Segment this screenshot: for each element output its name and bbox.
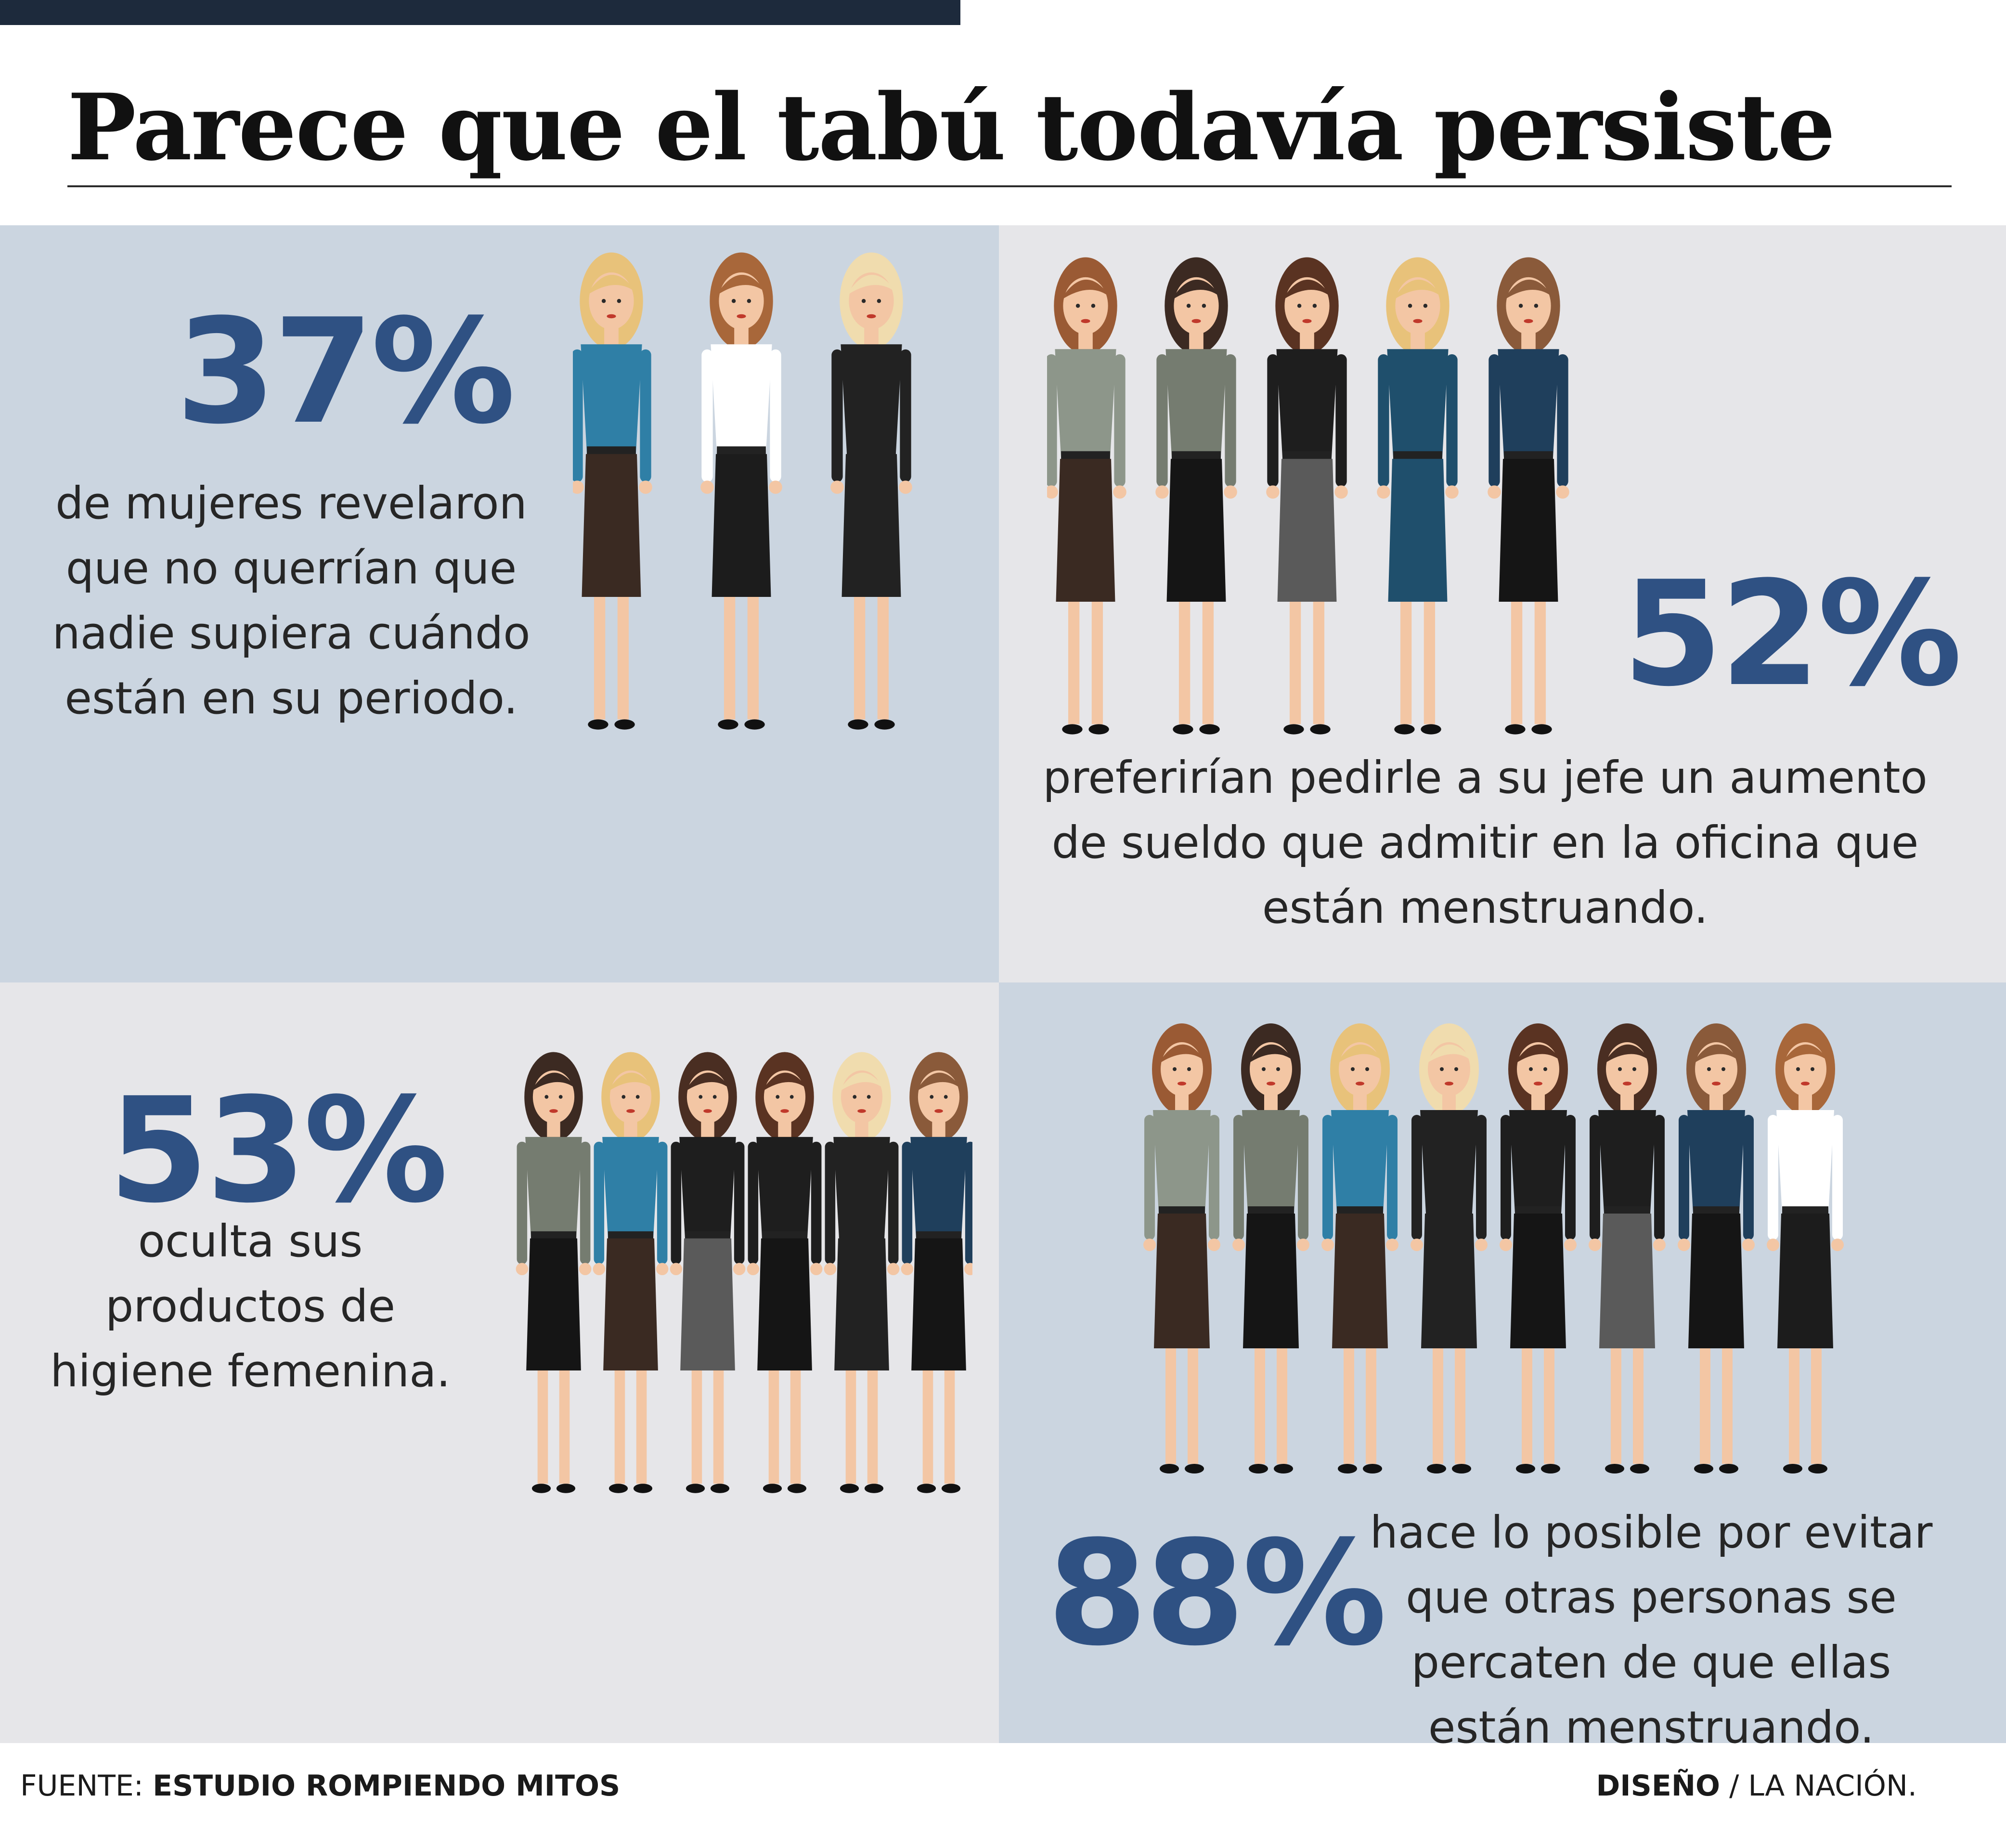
desc-line: preferirían pedirle a su jefe un aumento [1043,752,1928,803]
desc-line: oculta sus [138,1215,363,1267]
desc-line: están menstruando. [1262,882,1708,933]
woman-figure [1266,257,1348,735]
woman-figure [747,1052,823,1493]
women-group-illustration [1143,1023,1844,1473]
women-group-illustration [516,1052,972,1493]
stat-value: 37% [176,288,516,456]
stat-value: 88% [1047,1510,1387,1678]
woman-figure [824,1052,900,1493]
desc-line: productos de [105,1280,396,1332]
stat-description: preferirían pedirle a su jefe un aumento… [1028,745,1942,940]
women-group-illustration [573,252,912,730]
woman-figure [1488,257,1569,735]
stat-value: 52% [1622,550,1962,718]
woman-figure [830,252,912,730]
woman-figure [1589,1023,1666,1473]
desc-line: de mujeres revelaron [55,478,527,529]
desc-line: que no querrían que [65,543,517,594]
woman-figure [516,1052,592,1493]
stat-panel-37: 37% de mujeres revelaron que no querrían… [0,225,999,982]
woman-figure [1047,257,1126,735]
desc-line: están menstruando. [1428,1702,1875,1753]
stat-description: hace lo posible por evitar que otras per… [1338,1500,1964,1760]
stat-panel-53: 53% oculta sus productos de higiene feme… [0,982,999,1743]
design-credit: DISEÑO / LA NACIÓN. [1596,1769,1917,1803]
woman-figure [1500,1023,1577,1473]
woman-figure [1678,1023,1755,1473]
woman-figure [1232,1023,1309,1473]
page-title: Parece que el tabú todavía persiste [67,74,1836,181]
woman-figure [1411,1023,1488,1473]
design-credit-name: LA NACIÓN. [1748,1769,1917,1803]
woman-figure [593,1052,669,1493]
top-accent-bar [0,0,960,25]
desc-line: están en su periodo. [65,672,518,724]
desc-line: nadie supiera cuándo [52,607,531,659]
desc-line: de sueldo que admitir en la oficina que [1051,817,1919,868]
source-prefix: FUENTE: [20,1769,153,1803]
woman-figure [1767,1023,1844,1473]
title-divider [67,185,1952,187]
stat-panel-52: 52% preferirían pedirle a su jefe un aum… [999,225,2006,982]
woman-figure [670,1052,746,1493]
woman-figure [1321,1023,1398,1473]
desc-line: hace lo posible por evitar [1370,1507,1933,1558]
woman-figure [700,252,782,730]
source-credit: FUENTE: ESTUDIO ROMPIENDO MITOS [20,1769,620,1803]
woman-figure [1143,1023,1220,1473]
stat-value: 53% [108,1067,448,1235]
source-name: ESTUDIO ROMPIENDO MITOS [153,1769,621,1803]
stat-description: oculta sus productos de higiene femenina… [29,1209,472,1404]
desc-line: que otras personas se [1406,1572,1897,1623]
woman-figure [573,252,652,730]
women-group-illustration [1047,257,1569,735]
woman-figure [1377,257,1459,735]
stat-panel-88: 88% hace lo posible por evitar que otras… [999,982,2006,1753]
design-separator: / [1720,1769,1748,1803]
woman-figure [901,1052,972,1493]
stat-description: de mujeres revelaron que no querrían que… [51,471,532,731]
woman-figure [1155,257,1237,735]
desc-line: percaten de que ellas [1411,1637,1891,1688]
design-label: DISEÑO [1596,1769,1721,1803]
desc-line: higiene femenina. [50,1345,451,1397]
